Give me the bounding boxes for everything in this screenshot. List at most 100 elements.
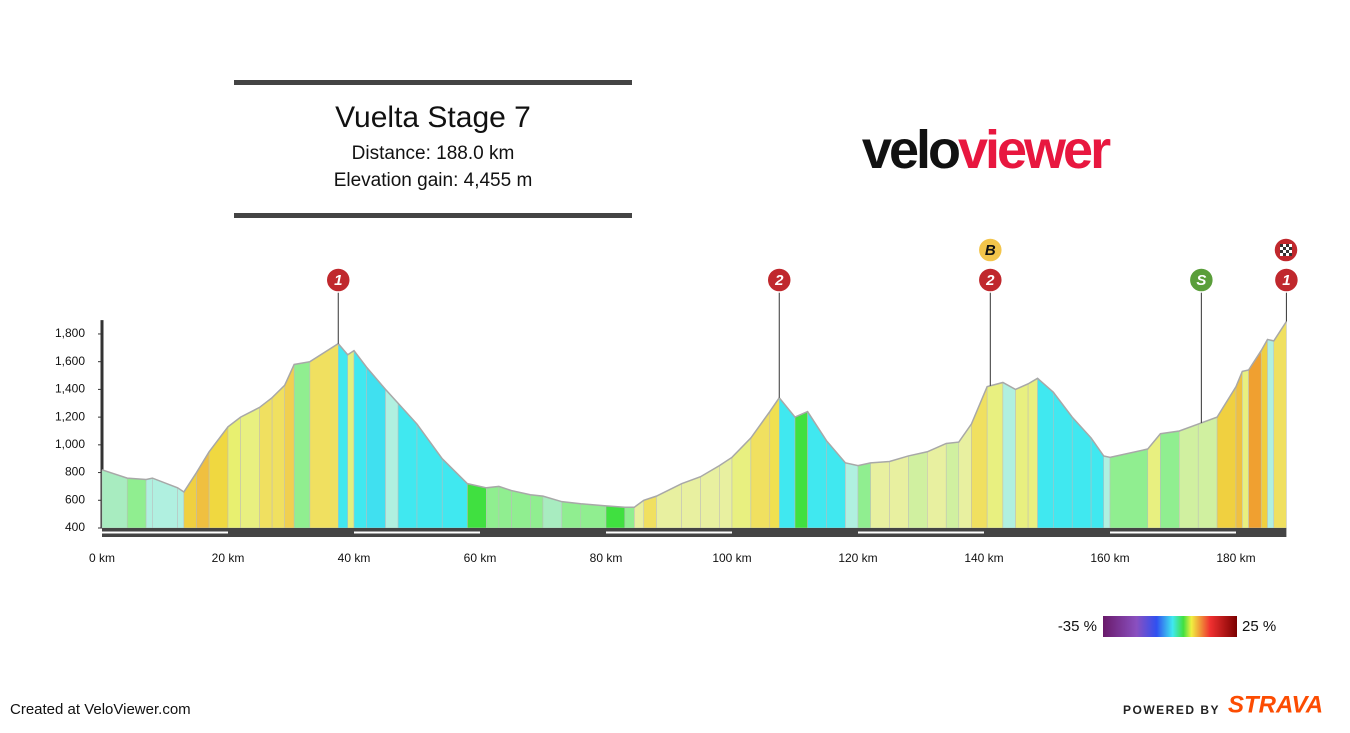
- x-tick-label: 160 km: [1090, 551, 1129, 565]
- x-tick-label: 120 km: [838, 551, 877, 565]
- colorbar-min: -35 %: [1058, 618, 1097, 635]
- gradient-segment: [511, 490, 531, 529]
- gradient-segment: [719, 456, 733, 529]
- gradient-segment: [908, 451, 928, 529]
- gradient-segment: [561, 501, 582, 529]
- y-tick-label: 1,400: [55, 382, 85, 396]
- footer-credit: Created at VeloViewer.com: [10, 701, 191, 718]
- gradient-segment: [1090, 437, 1104, 529]
- gradient-segment: [807, 410, 827, 529]
- gradient-segment: [1002, 382, 1016, 529]
- gradient-segment: [366, 366, 386, 529]
- x-tick-label: 140 km: [964, 551, 1003, 565]
- gradient-segment: [1147, 433, 1161, 529]
- gradient-segment: [101, 469, 128, 529]
- gradient-segment: [624, 506, 635, 529]
- gradient-segment: [750, 410, 771, 529]
- x-tick-label: 180 km: [1216, 551, 1255, 565]
- y-tick-label: 1,000: [55, 437, 85, 451]
- gradient-segment: [467, 483, 487, 529]
- x-tick-label: 80 km: [590, 551, 623, 565]
- gradient-segment: [971, 386, 988, 529]
- gradient-segment: [353, 349, 367, 529]
- gradient-segment: [347, 350, 355, 529]
- y-tick-label: 400: [65, 520, 85, 534]
- marker-badge: [977, 237, 1004, 263]
- y-tick-label: 1,200: [55, 409, 85, 423]
- gradient-segment: [227, 416, 241, 529]
- logo: veloviewer: [862, 120, 1111, 180]
- x-tick-label: 40 km: [338, 551, 371, 565]
- finish-flag: [1273, 237, 1299, 263]
- x-tick-label: 100 km: [712, 551, 751, 565]
- gradient-segment: [1037, 377, 1054, 529]
- gradient-segment: [845, 462, 859, 529]
- gradient-segment: [731, 437, 752, 529]
- powered-by: POWERED BY: [1123, 703, 1220, 717]
- gradient-segment: [605, 505, 626, 529]
- y-tick-label: 1,800: [55, 326, 85, 340]
- marker-label: 1: [1282, 272, 1290, 289]
- gradient-segment: [183, 471, 197, 529]
- marker-badge: [766, 267, 792, 293]
- x-tick-label: 20 km: [212, 551, 245, 565]
- gradient-segment: [826, 440, 846, 529]
- gradient-segment: [1197, 416, 1218, 529]
- profile-line: [101, 321, 1288, 508]
- gradient-segment: [1027, 377, 1038, 529]
- gradient-segment: [1015, 383, 1029, 529]
- marker-badge: [325, 267, 351, 293]
- gradient-segment: [986, 382, 1004, 529]
- title-rule-bottom: [234, 213, 632, 218]
- chart-title: Vuelta Stage 7: [335, 101, 531, 134]
- gradient-segment: [794, 411, 808, 529]
- y-tick-label: 800: [65, 465, 85, 479]
- marker-badge: [1188, 267, 1215, 293]
- gradient-segment: [857, 462, 871, 529]
- gradient-segment: [681, 476, 701, 529]
- gradient-segment: [416, 423, 443, 529]
- marker-label: 2: [774, 272, 784, 289]
- gradient-segment: [271, 384, 285, 529]
- gradient-segment: [1260, 338, 1268, 529]
- gradient-segment: [293, 361, 311, 529]
- gradient-segment: [779, 397, 796, 529]
- x-tick-label: 0 km: [89, 551, 115, 565]
- logo-part: viewer: [958, 120, 1111, 180]
- gradient-segment: [530, 494, 544, 529]
- gradient-segment: [338, 342, 348, 529]
- y-tick-label: 600: [65, 492, 85, 506]
- title-rule-top: [234, 80, 632, 85]
- gradient-segment: [145, 477, 153, 529]
- gradient-segment: [1160, 430, 1180, 529]
- gradient-segment: [1216, 385, 1237, 529]
- gradient-segment: [1248, 349, 1262, 529]
- gradient-segment: [889, 455, 909, 529]
- gradient-segment: [284, 364, 295, 529]
- x-tick-label: 60 km: [464, 551, 497, 565]
- gradient-segment: [870, 461, 890, 529]
- marker-label: 1: [334, 272, 342, 289]
- gradient-segment: [259, 397, 273, 529]
- gradient-segment: [1267, 339, 1275, 529]
- gradient-segment: [1109, 448, 1149, 529]
- colorbar: [1103, 616, 1237, 637]
- distance: Distance: 188.0 km: [352, 143, 515, 164]
- gradient-segment: [945, 441, 960, 529]
- gradient-segment: [486, 486, 500, 529]
- gradient-segment: [1103, 455, 1111, 529]
- strava-logo: STRAVA: [1228, 691, 1323, 718]
- y-tick-label: 1,600: [55, 354, 85, 368]
- marker-label: 2: [985, 272, 995, 289]
- gradient-segment: [643, 495, 657, 529]
- gradient-segment: [1235, 371, 1243, 529]
- marker-label: S: [1196, 272, 1206, 289]
- gradient-segment: [126, 477, 147, 529]
- marker-badge: [1273, 267, 1300, 293]
- gradient-segment: [1273, 320, 1287, 529]
- gradient-segment: [769, 396, 780, 529]
- gradient-segment: [1179, 423, 1199, 529]
- gradient-segment: [580, 503, 607, 529]
- gradient-segment: [240, 407, 260, 529]
